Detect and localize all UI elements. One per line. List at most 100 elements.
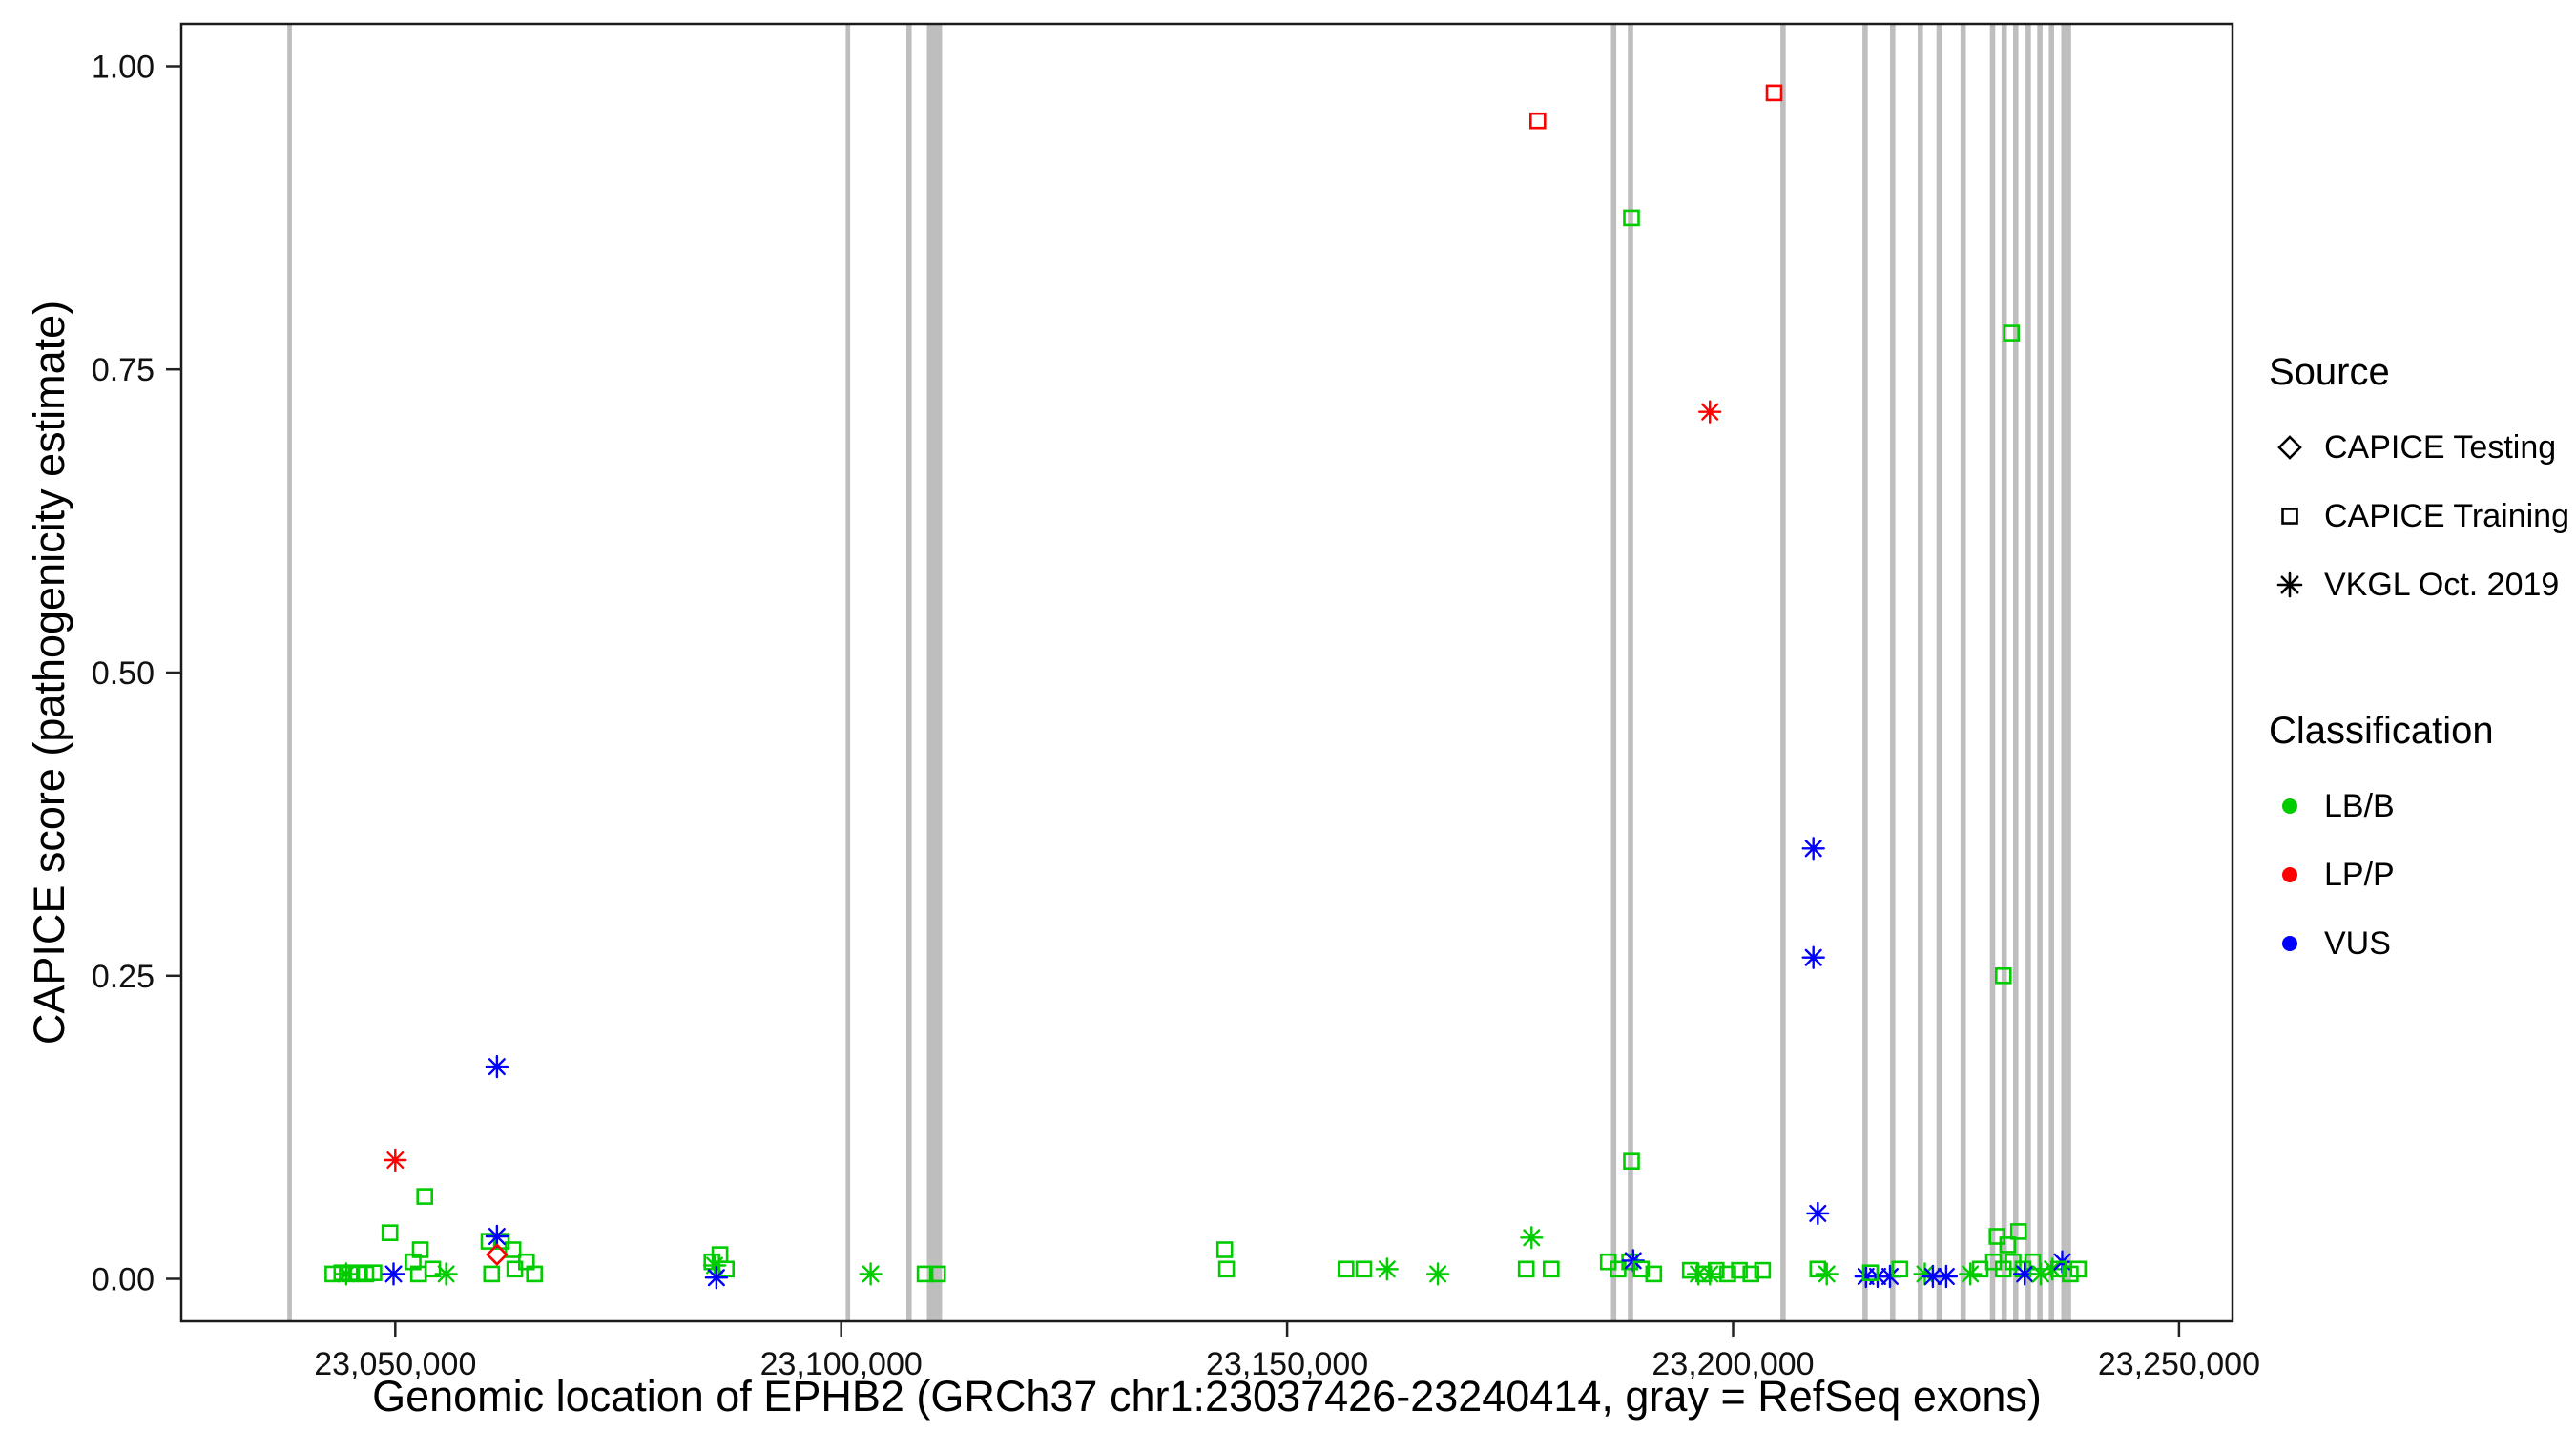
circle-icon [2282, 936, 2297, 951]
data-point [2009, 1223, 2027, 1240]
legend: Source CAPICE Testing CAPICE Training VKGL… [2269, 351, 2576, 978]
legend-source-title: Source [2269, 351, 2390, 393]
data-point [1355, 1260, 1373, 1278]
asterisk-icon [2276, 571, 2303, 598]
legend-item-capice-testing: CAPICE Testing [2269, 413, 2576, 482]
x-tick-label: 23,150,000 [1206, 1346, 1368, 1382]
y-tick-label: 0.50 [92, 655, 155, 692]
y-tick-label: 0.00 [92, 1262, 155, 1298]
data-point [504, 1241, 522, 1258]
data-point [1959, 1262, 1983, 1286]
legend-item-label: CAPICE Testing [2324, 428, 2557, 466]
legend-item-lp-p: LP/P [2269, 840, 2576, 909]
x-tick-label: 23,050,000 [314, 1346, 476, 1382]
refseq-exon [2048, 24, 2054, 1321]
data-point [702, 1254, 727, 1277]
refseq-exon [1936, 24, 1942, 1321]
legend-item-vus: VUS [2269, 909, 2576, 978]
data-point [384, 1148, 407, 1172]
data-point [1878, 1264, 1902, 1289]
data-point [382, 1262, 405, 1286]
data-point [1632, 1260, 1650, 1278]
refseq-exon [287, 24, 292, 1321]
data-point [1999, 1236, 2017, 1254]
data-point [1801, 837, 1825, 861]
data-point [365, 1264, 383, 1281]
x-tick-label: 23,100,000 [760, 1346, 923, 1382]
legend-item-label: CAPICE Training [2324, 497, 2569, 534]
legend-item-vkgl-oct-2019: VKGL Oct. 2019 [2269, 550, 2576, 619]
refseq-exon [2025, 24, 2031, 1321]
data-point [1645, 1265, 1663, 1283]
data-point [2069, 1260, 2088, 1278]
data-point [1623, 1152, 1640, 1170]
data-point [1742, 1265, 1759, 1283]
refseq-exon [2001, 24, 2007, 1321]
refseq-exon [1862, 24, 1868, 1321]
legend-item-label: VKGL Oct. 2019 [2324, 566, 2560, 603]
legend-item-lb-b: LB/B [2269, 772, 2576, 840]
data-point [859, 1262, 883, 1286]
refseq-exon [1780, 24, 1786, 1321]
data-point [1765, 84, 1783, 102]
data-point [1425, 1262, 1450, 1286]
refseq-exon [1960, 24, 1966, 1321]
refseq-exon [2037, 24, 2043, 1321]
data-point [1801, 945, 1825, 969]
legend-item-label: LB/B [2324, 787, 2395, 824]
refseq-exon [1918, 24, 1923, 1321]
data-point [1529, 112, 1547, 130]
refseq-exon [2013, 24, 2019, 1321]
data-point [1520, 1226, 1544, 1250]
data-point [1338, 1260, 1355, 1278]
data-point [704, 1266, 729, 1290]
data-point [1934, 1264, 1959, 1289]
data-point [2024, 1253, 2042, 1271]
legend-item-label: VUS [2324, 924, 2391, 962]
data-point [1861, 1264, 1880, 1281]
legend-source-items: CAPICE Testing CAPICE Training VKGL Oct. 2… [2269, 413, 2576, 619]
data-point [483, 1265, 501, 1283]
data-point [2013, 1262, 2037, 1286]
data-point [1517, 1260, 1535, 1278]
data-point [1375, 1257, 1399, 1281]
data-point [2028, 1262, 2053, 1286]
refseq-exon [845, 24, 851, 1321]
data-point [1623, 209, 1640, 227]
refseq-exon [2061, 24, 2071, 1321]
data-point [1891, 1260, 1909, 1278]
data-point [411, 1241, 429, 1258]
legend-item-capice-training: CAPICE Training [2269, 482, 2576, 550]
data-point [1731, 1261, 1748, 1279]
data-point [1815, 1262, 1839, 1286]
refseq-exon [1628, 24, 1633, 1321]
legend-item-label: LP/P [2324, 856, 2395, 893]
data-point [1988, 1228, 2005, 1245]
data-point [1806, 1201, 1830, 1226]
data-point [485, 1224, 509, 1249]
y-tick-label: 0.25 [92, 959, 155, 995]
data-point [434, 1262, 458, 1286]
refseq-exon [926, 24, 943, 1321]
data-point [1543, 1260, 1560, 1278]
x-axis-title: Genomic location of EPHB2 (GRCh37 chr1:2… [372, 1372, 2042, 1421]
x-tick-label: 23,250,000 [2098, 1346, 2260, 1382]
data-point [1913, 1262, 1937, 1286]
circle-icon [2282, 867, 2297, 882]
refseq-exon [1989, 24, 1996, 1321]
refseq-exon [906, 24, 912, 1321]
data-point [381, 1224, 399, 1241]
data-point [1754, 1261, 1772, 1279]
data-point [1698, 400, 1722, 424]
data-point [1809, 1260, 1827, 1278]
circle-icon [2282, 798, 2297, 814]
data-point [2003, 324, 2020, 342]
x-tick-label: 23,200,000 [1652, 1346, 1814, 1382]
data-point [1921, 1264, 1945, 1289]
data-point [928, 1265, 946, 1283]
y-axis-title: CAPICE score (pathogenicity estimate) [25, 300, 73, 1046]
data-point [1217, 1260, 1236, 1278]
data-point [416, 1188, 434, 1205]
